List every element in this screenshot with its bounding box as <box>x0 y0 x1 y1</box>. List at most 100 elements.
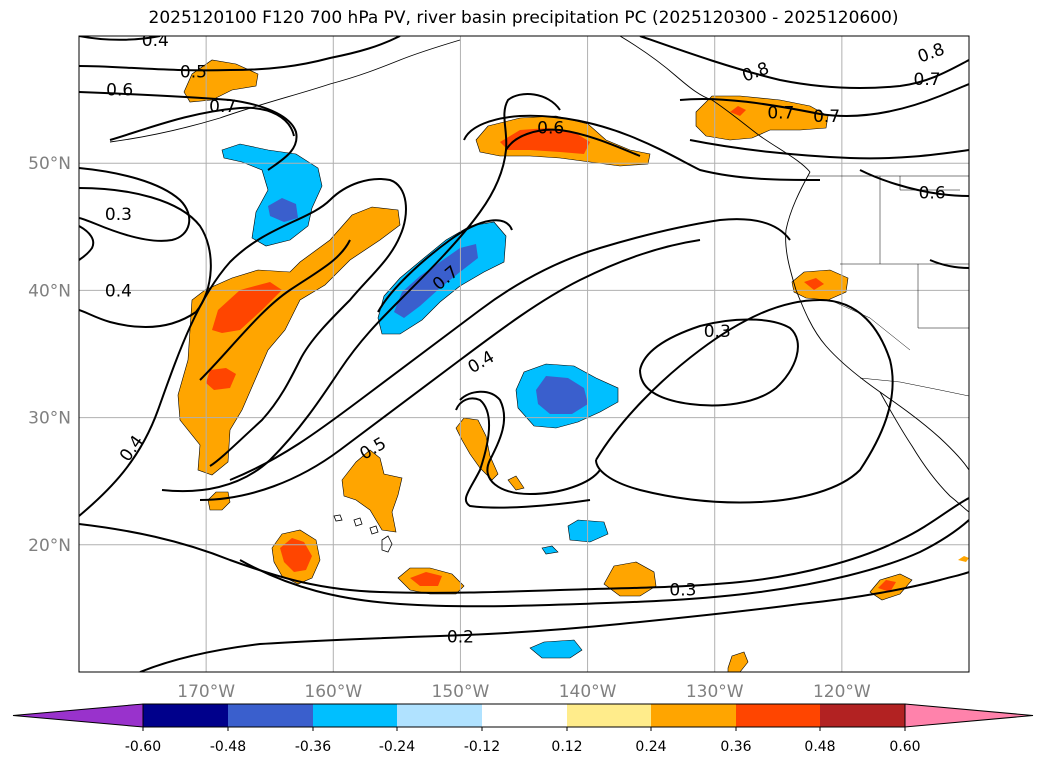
contour-label: 0.3 <box>105 205 132 225</box>
pv-contour-0.4-basin-outer <box>455 397 591 509</box>
colorbar-tick-label: -0.60 <box>125 739 161 755</box>
pv-contour-0.7-north <box>109 106 295 141</box>
baja-coast <box>879 391 969 513</box>
pv-contour-0.7-north-central <box>505 128 641 157</box>
lon-tick-label: 130°W <box>686 682 744 702</box>
contour-label-group: 0.4 <box>105 281 132 301</box>
pv-contour-0.5-inland <box>929 259 969 269</box>
kauai-island <box>333 514 343 522</box>
pv-contour-0.6-mid <box>199 239 351 381</box>
pv-contour-0.5-north <box>79 36 401 72</box>
contour-label: 0.7 <box>767 103 794 123</box>
colorbar-tick-label: 0.48 <box>804 739 835 755</box>
colorbar-segment <box>143 704 228 727</box>
contour-label-group: 0.3 <box>669 580 696 600</box>
colorbar-tick-label: -0.24 <box>379 739 415 755</box>
colorbar-extend-high <box>904 703 1034 728</box>
colorbar-segment <box>313 704 397 727</box>
pv-contour-0.3-south <box>79 497 969 594</box>
pv-contour-0.6-nevada <box>859 169 969 197</box>
lon-tick-label: 160°W <box>304 682 362 702</box>
precip-positive-central-1 <box>341 449 403 533</box>
precip-positive-hawaii-west-core <box>280 538 312 572</box>
precip-negative-central-core <box>536 376 588 414</box>
lon-tick-label: 150°W <box>432 682 490 702</box>
pv-contour-0.5-central <box>199 239 701 501</box>
precip-positive-north-central-core <box>500 128 590 154</box>
colorbar-tick-label: 0.12 <box>551 739 582 755</box>
contour-label: 0.3 <box>704 322 731 342</box>
colorbar-tick-label: -0.12 <box>464 739 500 755</box>
pv-contour-0.4-basin <box>459 390 601 496</box>
colorbar-segment <box>397 704 482 727</box>
lat-tick-label: 50°N <box>28 154 71 174</box>
contour-label: 0.4 <box>105 281 132 301</box>
pv-contour-layer <box>79 36 969 672</box>
hawaiian-islands <box>333 514 393 553</box>
precip-positive-far-east <box>958 556 969 562</box>
latitude-labels: 20°N 30°N 40°N 50°N <box>28 154 71 556</box>
contour-label-group: 0.3 <box>704 322 731 342</box>
oahu-island <box>353 517 363 527</box>
precip-positive-south-east-core <box>878 580 896 592</box>
precip-fill-layer <box>177 59 969 672</box>
colorbar-segment <box>736 704 820 727</box>
contour-label-group: 0.2 <box>447 627 474 647</box>
contour-label-group: 0.6 <box>919 183 946 203</box>
pv-contour-0.3-loop-east <box>639 318 799 407</box>
pv-contour-0.4-central <box>229 218 791 481</box>
contour-label: 0.7 <box>813 107 840 127</box>
state-borders <box>829 176 969 351</box>
contour-label-group: 0.5 <box>180 63 207 83</box>
precip-negative-small-3 <box>529 639 583 659</box>
contour-label-group: 0.6 <box>537 119 564 139</box>
precip-positive-california-core <box>804 278 824 290</box>
lat-tick-label: 40°N <box>28 281 71 301</box>
colorbar-segment <box>228 704 313 727</box>
pv-contour-0.3-west-loop <box>79 225 95 261</box>
contour-label: 0.6 <box>919 183 946 203</box>
contour-label: 0.2 <box>447 627 474 647</box>
lat-tick-label: 30°N <box>28 409 71 429</box>
pv-contour-0.3-big-loop <box>595 298 894 504</box>
contour-label-group: 0.6 <box>106 80 133 100</box>
pv-contour-0.2-south <box>139 571 969 672</box>
contour-label: 0.5 <box>180 63 207 83</box>
lon-tick-label: 120°W <box>813 682 871 702</box>
colorbar <box>12 703 1034 728</box>
longitude-labels: 170°W 160°W 150°W 140°W 130°W 120°W <box>177 682 871 702</box>
precip-positive-blob-1 <box>207 491 231 511</box>
contour-label: 0.7 <box>209 97 236 117</box>
contour-label-group: 0.7 <box>767 103 794 123</box>
precip-positive-west-band <box>177 206 401 476</box>
colorbar-labels: -0.60 -0.48 -0.36 -0.24 -0.12 0.12 0.24 0.36 0.4… <box>125 727 921 755</box>
colorbar-segment <box>567 704 651 727</box>
precip-positive-central-3 <box>507 475 525 491</box>
colorbar-segment <box>651 704 736 727</box>
pv-contour-0.25-south <box>239 519 969 608</box>
colorbar-tick-label: 0.60 <box>889 739 920 755</box>
precip-positive-bc-core <box>730 106 746 116</box>
lon-tick-label: 170°W <box>177 682 235 702</box>
hawaii-island <box>381 535 393 553</box>
colorbar-outline <box>142 703 906 728</box>
precip-positive-bc-coast <box>695 95 829 141</box>
pv-contour-0.6-north-central <box>463 114 821 181</box>
precip-negative-small-2 <box>541 545 559 555</box>
lon-tick-label: 140°W <box>559 682 617 702</box>
precip-positive-south-3 <box>727 651 749 672</box>
contour-label-group: 0.7 <box>813 107 840 127</box>
contour-label-group: 0.7 <box>209 97 236 117</box>
pv-contour-0.3-west <box>79 167 191 242</box>
pv-contour-0.4-topleft <box>79 36 161 41</box>
precip-positive-west-core <box>212 282 282 333</box>
colorbar-tick-label: 0.24 <box>635 739 666 755</box>
map-frame <box>78 35 970 673</box>
coastline-layer <box>109 36 969 513</box>
contour-label-group: 0.3 <box>105 205 132 225</box>
colorbar-segment <box>820 704 905 727</box>
pv-contour-0.7-northeast <box>679 83 969 117</box>
map-title: 2025120100 F120 700 hPa PV, river basin … <box>148 8 899 28</box>
contour-label: 0.4 <box>142 31 169 51</box>
